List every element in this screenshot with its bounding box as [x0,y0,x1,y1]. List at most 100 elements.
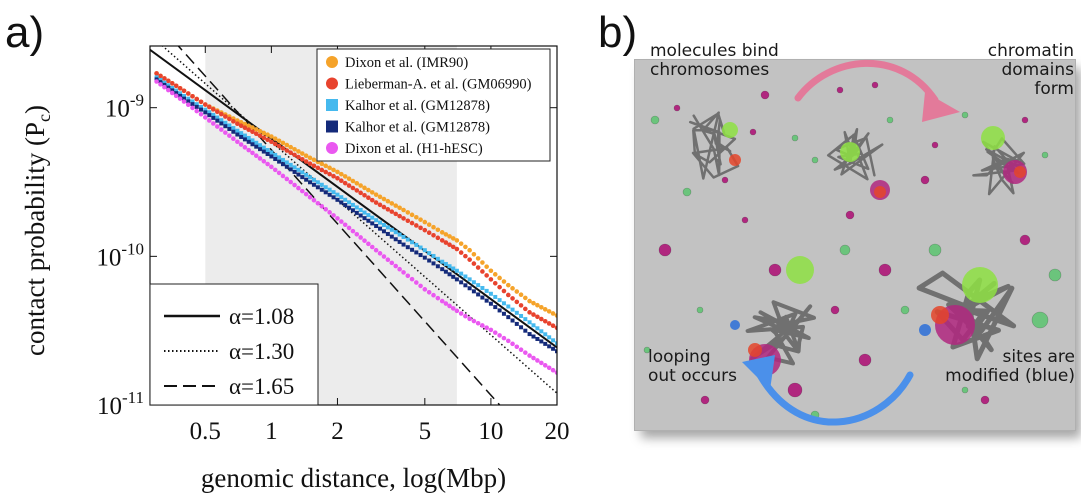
data-point [300,170,305,175]
magenta-binder-molecule [1019,234,1031,246]
data-point [215,118,220,123]
data-point [174,91,179,96]
data-point [276,138,282,144]
data-point [181,88,187,94]
data-point [488,291,493,296]
data-point [269,164,274,170]
data-point [335,175,340,181]
magenta-binder-molecule [721,176,729,184]
magenta-binder-molecule [700,395,710,405]
legend-marker [326,77,338,90]
magenta-binder-molecule [920,175,930,185]
data-point [257,133,263,139]
data-point [369,244,375,250]
data-point [467,247,472,253]
data-point [185,102,191,108]
data-point [550,323,556,328]
data-point [304,172,309,177]
data-point [231,136,236,142]
data-point [219,127,224,132]
data-point [435,227,441,233]
data-point [539,316,544,322]
data-point [323,207,329,212]
x-axis-label: genomic distance, log(Mbp) [201,463,506,493]
data-point [331,167,336,173]
data-point [409,220,415,226]
data-point [389,260,395,266]
data-point [173,93,179,99]
data-point [405,273,411,279]
series-2 [154,75,557,346]
data-point [292,182,297,188]
magenta-binder-molecule [658,243,672,257]
data-point [535,302,540,308]
data-point [169,81,175,86]
data-point [546,365,552,371]
data-point [342,222,348,228]
data-point [463,313,468,319]
data-point [467,257,472,262]
data-point [385,207,391,212]
data-point [315,165,321,171]
data-point [467,277,472,282]
data-point [288,162,293,167]
data-point [435,235,441,241]
data-point [531,355,536,361]
data-point [219,121,224,126]
data-point [535,326,540,331]
data-point [235,128,240,133]
data-point [339,171,344,177]
data-point [211,115,216,120]
data-point [307,155,313,161]
data-point [303,191,309,197]
magenta-binder-molecule [749,128,757,136]
data-point [488,277,494,282]
legend-box [316,48,551,162]
data-point [261,158,267,164]
data-point [354,231,360,237]
data-point [277,159,282,164]
data-point [182,93,187,98]
data-point [162,80,167,85]
data-point [427,258,432,263]
data-point [223,124,228,129]
data-point [451,274,456,279]
data-point [296,149,301,154]
magenta-binder-molecule [980,395,990,405]
data-point [242,133,247,138]
data-point [311,177,316,182]
data-point [239,134,244,139]
data-point [475,256,481,261]
data-point [369,197,375,203]
data-point [280,146,286,151]
data-point [505,338,511,344]
data-point [519,313,524,318]
chromatin-fiber [972,137,1026,196]
data-point [235,132,240,137]
data-point [447,272,452,277]
data-point [373,247,379,253]
green-binder-molecule [650,115,660,125]
data-point [339,178,344,184]
data-point [246,127,251,133]
data-point [539,304,544,310]
data-point [418,225,423,231]
data-point [257,156,263,161]
data-point [303,159,309,164]
data-point [178,93,183,98]
data-point [447,234,452,239]
data-point [551,338,556,343]
data-point [381,229,386,234]
data-point [358,235,363,240]
data-point [186,96,191,101]
data-point [480,286,485,291]
data-point [231,119,236,124]
data-point [319,187,324,192]
data-point [223,114,228,119]
data-point [339,195,344,200]
data-point [362,210,367,215]
data-point [265,161,270,167]
data-point [323,190,328,195]
data-point [393,211,399,217]
data-point [497,298,502,303]
